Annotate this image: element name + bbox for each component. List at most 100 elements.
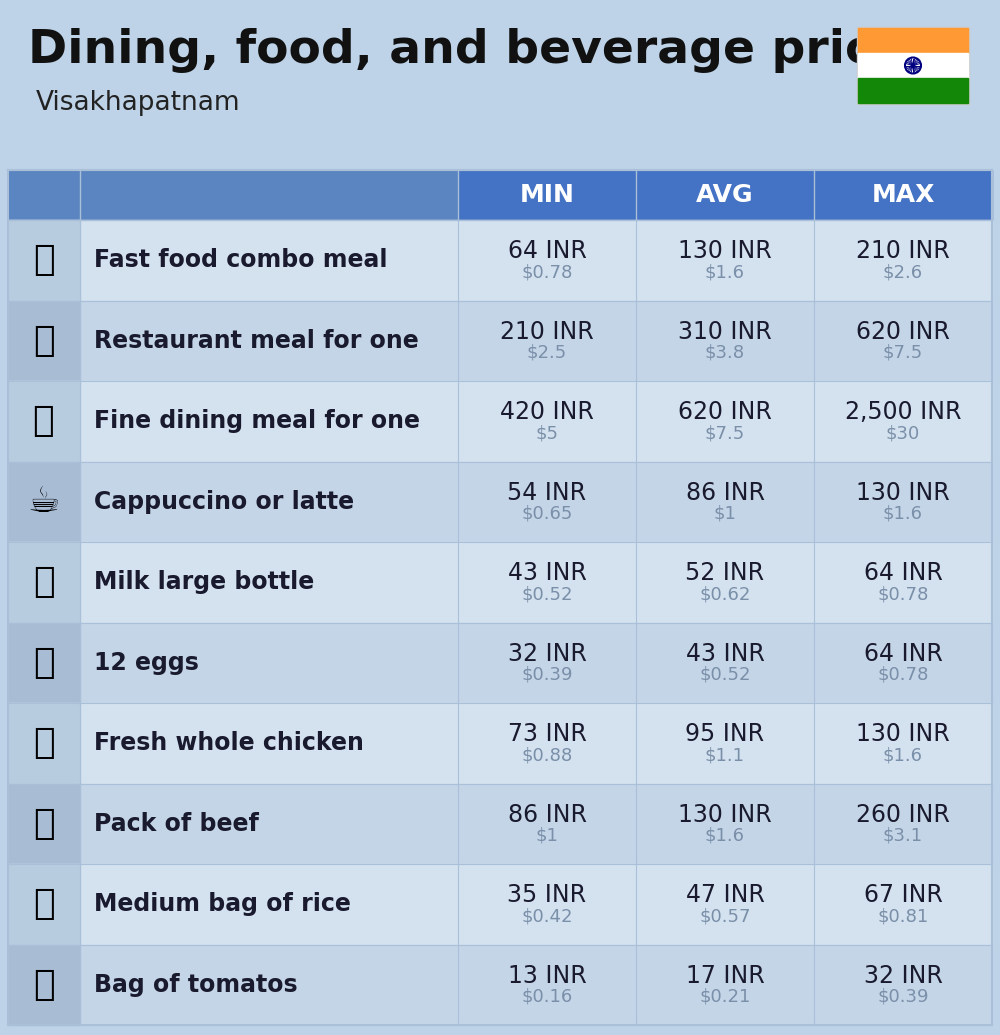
Text: $1.6: $1.6 bbox=[883, 505, 923, 523]
Bar bbox=[814, 170, 992, 220]
Bar bbox=[8, 783, 80, 864]
Bar bbox=[858, 53, 968, 78]
Text: 210 INR: 210 INR bbox=[500, 320, 594, 344]
Text: $0.21: $0.21 bbox=[699, 987, 751, 1006]
Text: Bag of tomatos: Bag of tomatos bbox=[94, 973, 298, 997]
Text: MIN: MIN bbox=[520, 183, 574, 207]
Text: Milk large bottle: Milk large bottle bbox=[94, 570, 314, 594]
Text: 67 INR: 67 INR bbox=[864, 883, 942, 908]
Text: 2,500 INR: 2,500 INR bbox=[845, 401, 961, 424]
Text: Fast food combo meal: Fast food combo meal bbox=[94, 248, 388, 272]
Text: $7.5: $7.5 bbox=[883, 344, 923, 362]
Bar bbox=[8, 381, 992, 462]
Text: 🥚: 🥚 bbox=[33, 646, 55, 680]
Text: $3.8: $3.8 bbox=[705, 344, 745, 362]
Text: 620 INR: 620 INR bbox=[678, 401, 772, 424]
Text: 130 INR: 130 INR bbox=[856, 722, 950, 746]
Text: Visakhapatnam: Visakhapatnam bbox=[36, 90, 241, 116]
Text: 🐔: 🐔 bbox=[33, 727, 55, 761]
Text: 620 INR: 620 INR bbox=[856, 320, 950, 344]
Bar bbox=[8, 542, 992, 622]
Bar bbox=[8, 381, 80, 462]
Text: 🍚: 🍚 bbox=[33, 887, 55, 921]
Bar bbox=[8, 945, 992, 1025]
Text: 17 INR: 17 INR bbox=[686, 964, 764, 987]
Circle shape bbox=[912, 64, 914, 67]
Bar bbox=[8, 864, 80, 945]
Text: $1.6: $1.6 bbox=[883, 746, 923, 764]
Text: $0.62: $0.62 bbox=[699, 585, 751, 603]
Text: $7.5: $7.5 bbox=[705, 424, 745, 442]
Bar bbox=[8, 542, 80, 622]
Text: Medium bag of rice: Medium bag of rice bbox=[94, 892, 351, 916]
Bar bbox=[8, 783, 992, 864]
Text: 64 INR: 64 INR bbox=[864, 642, 942, 666]
Bar bbox=[8, 945, 80, 1025]
Bar bbox=[0, 0, 1000, 170]
Text: $0.39: $0.39 bbox=[877, 987, 929, 1006]
Text: 🍳: 🍳 bbox=[33, 324, 55, 358]
Text: $0.78: $0.78 bbox=[877, 585, 929, 603]
Text: 95 INR: 95 INR bbox=[685, 722, 765, 746]
Text: 86 INR: 86 INR bbox=[686, 480, 765, 505]
Text: 73 INR: 73 INR bbox=[508, 722, 586, 746]
Text: 64 INR: 64 INR bbox=[864, 561, 942, 585]
Bar bbox=[8, 462, 80, 542]
Text: AVG: AVG bbox=[696, 183, 754, 207]
Text: 130 INR: 130 INR bbox=[856, 480, 950, 505]
Text: Restaurant meal for one: Restaurant meal for one bbox=[94, 329, 419, 353]
Text: $2.5: $2.5 bbox=[527, 344, 567, 362]
Text: 260 INR: 260 INR bbox=[856, 803, 950, 827]
Text: ☕: ☕ bbox=[28, 484, 60, 519]
Bar bbox=[8, 462, 992, 542]
Bar bbox=[8, 300, 80, 381]
Text: 35 INR: 35 INR bbox=[507, 883, 587, 908]
Text: $0.52: $0.52 bbox=[521, 585, 573, 603]
Text: 64 INR: 64 INR bbox=[508, 239, 586, 263]
Bar bbox=[8, 220, 992, 300]
Text: 130 INR: 130 INR bbox=[678, 239, 772, 263]
Text: 13 INR: 13 INR bbox=[508, 964, 586, 987]
Bar bbox=[8, 300, 992, 381]
Text: Dining, food, and beverage prices: Dining, food, and beverage prices bbox=[28, 28, 933, 73]
Text: Pack of beef: Pack of beef bbox=[94, 811, 259, 835]
Text: Cappuccino or latte: Cappuccino or latte bbox=[94, 490, 354, 513]
Text: $1: $1 bbox=[536, 827, 558, 845]
Text: MAX: MAX bbox=[871, 183, 935, 207]
Text: $0.16: $0.16 bbox=[521, 987, 573, 1006]
Text: 43 INR: 43 INR bbox=[686, 642, 764, 666]
Text: 12 eggs: 12 eggs bbox=[94, 651, 199, 675]
Bar bbox=[8, 170, 458, 220]
Bar bbox=[8, 622, 80, 703]
Bar bbox=[8, 703, 992, 783]
Text: 🥛: 🥛 bbox=[33, 565, 55, 599]
Text: $0.52: $0.52 bbox=[699, 666, 751, 684]
Text: 210 INR: 210 INR bbox=[856, 239, 950, 263]
Text: Fine dining meal for one: Fine dining meal for one bbox=[94, 409, 420, 434]
Text: $5: $5 bbox=[536, 424, 558, 442]
Bar bbox=[636, 170, 814, 220]
Text: $0.88: $0.88 bbox=[521, 746, 573, 764]
Text: 🥩: 🥩 bbox=[33, 806, 55, 840]
Text: $1.1: $1.1 bbox=[705, 746, 745, 764]
Text: $1: $1 bbox=[714, 505, 736, 523]
Bar bbox=[458, 170, 636, 220]
Bar bbox=[858, 28, 968, 53]
Text: $0.42: $0.42 bbox=[521, 908, 573, 925]
Bar bbox=[8, 220, 80, 300]
Bar bbox=[8, 170, 992, 1025]
Text: 43 INR: 43 INR bbox=[508, 561, 586, 585]
Text: $30: $30 bbox=[886, 424, 920, 442]
Text: 310 INR: 310 INR bbox=[678, 320, 772, 344]
Bar bbox=[8, 864, 992, 945]
Text: 52 INR: 52 INR bbox=[685, 561, 765, 585]
Text: $3.1: $3.1 bbox=[883, 827, 923, 845]
Text: $0.78: $0.78 bbox=[521, 263, 573, 282]
Text: $0.65: $0.65 bbox=[521, 505, 573, 523]
Text: 130 INR: 130 INR bbox=[678, 803, 772, 827]
Text: 420 INR: 420 INR bbox=[500, 401, 594, 424]
Text: 47 INR: 47 INR bbox=[686, 883, 764, 908]
Bar bbox=[8, 622, 992, 703]
Text: 🍔: 🍔 bbox=[33, 243, 55, 277]
Text: $1.6: $1.6 bbox=[705, 263, 745, 282]
